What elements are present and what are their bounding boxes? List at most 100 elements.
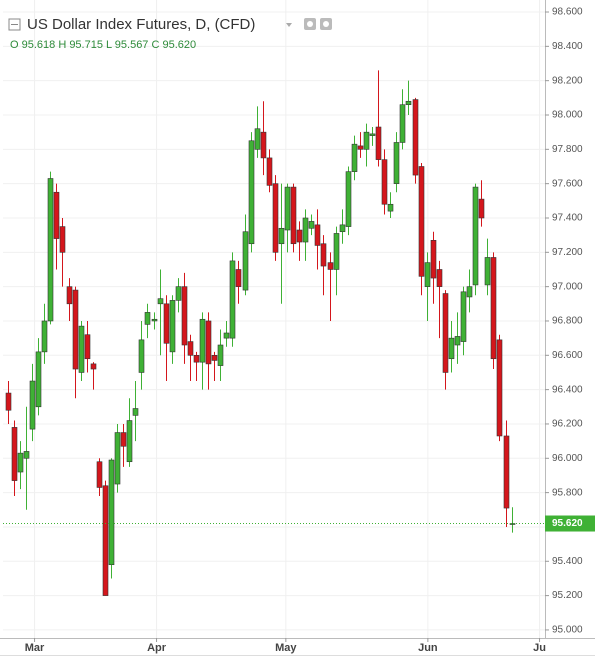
candle-body [266, 157, 273, 186]
ohlc-header: O 95.618 H 95.715 L 95.567 C 95.620 [10, 39, 196, 51]
candle-body [217, 344, 224, 366]
candle-body [29, 380, 36, 430]
candle-body [199, 318, 206, 363]
candle-body [308, 221, 315, 229]
candle-body [211, 355, 218, 361]
candle-body [405, 100, 412, 106]
candle-body [272, 183, 279, 253]
candle-body [314, 224, 321, 246]
candle-body [72, 289, 79, 370]
x-tick-label: Apr [147, 642, 167, 654]
last-price-box [545, 515, 595, 532]
y-tick-label: 96.200 [552, 419, 583, 430]
y-tick-label: 96.600 [552, 350, 583, 361]
candle-body [132, 408, 139, 416]
candle-body [90, 363, 97, 370]
candle-body [351, 143, 358, 172]
candle-body [205, 320, 212, 365]
candle-body [290, 186, 297, 245]
candle-body [144, 312, 151, 325]
candle-body [387, 203, 394, 212]
candle-body [169, 300, 176, 353]
candle-body [35, 351, 42, 408]
candle-body [478, 198, 485, 219]
chart-title: US Dollar Index Futures, D, (CFD) [27, 16, 255, 33]
candle-body [345, 171, 352, 227]
y-tick-label: 98.000 [552, 110, 583, 121]
candle-body [78, 325, 85, 373]
candle-body [193, 355, 200, 363]
y-tick-label: 98.600 [552, 7, 583, 18]
candle-body [375, 126, 382, 160]
candle-body [296, 229, 303, 243]
candle-body [454, 336, 461, 346]
candle-body [430, 240, 437, 279]
candle-body [399, 104, 406, 143]
candle-body [120, 432, 127, 447]
y-tick-label: 97.600 [552, 178, 583, 189]
candle-body [242, 231, 249, 291]
y-tick-label: 98.200 [552, 75, 583, 86]
y-tick-label: 96.800 [552, 316, 583, 327]
candle-body [5, 392, 12, 411]
x-tick-label: May [275, 642, 297, 654]
y-tick-label: 96.400 [552, 384, 583, 395]
candle-body [503, 435, 510, 509]
candle-body [229, 260, 236, 339]
x-tick-label: Ju [533, 642, 546, 654]
candle-body [327, 262, 334, 270]
candle-body [436, 269, 443, 287]
dropdown-arrow[interactable] [286, 23, 292, 27]
y-tick-label: 95.200 [552, 590, 583, 601]
candle-body [235, 269, 242, 287]
y-tick-label: 97.200 [552, 247, 583, 258]
x-tick-label: Mar [25, 642, 45, 654]
candle-body [320, 243, 327, 267]
candle-body [163, 303, 170, 344]
candle-body [181, 286, 188, 346]
candle-body [23, 451, 30, 459]
candle-body [187, 341, 194, 356]
candle-body [223, 332, 230, 339]
candle-body [393, 142, 400, 184]
candle-body [466, 286, 473, 298]
candle-body [17, 452, 24, 473]
candle-body [59, 226, 66, 253]
candle-body [260, 131, 267, 159]
candle-body [114, 432, 121, 485]
candles [5, 70, 516, 596]
candle-body [248, 140, 255, 245]
candle-body [412, 99, 419, 176]
y-tick-label: 95.400 [552, 556, 583, 567]
candle-body [108, 459, 115, 566]
candle-body [424, 262, 431, 287]
candle-body [369, 133, 376, 136]
candle-body [138, 339, 145, 373]
y-tick-label: 97.400 [552, 213, 583, 224]
candle-body [363, 131, 370, 150]
candle-body [333, 233, 340, 270]
candle-body [448, 337, 455, 360]
candle-body [357, 145, 364, 150]
y-tick-label: 96.000 [552, 453, 583, 464]
candle-body [254, 128, 261, 150]
y-tick-label: 98.400 [552, 41, 583, 52]
candle-body [175, 286, 182, 301]
candle-body [284, 186, 291, 231]
candle-body [41, 320, 48, 353]
candle-body [490, 257, 497, 360]
candle-body [442, 293, 449, 373]
y-tick-label: 97.000 [552, 281, 583, 292]
candle-body [53, 191, 60, 239]
candle-body [47, 178, 54, 322]
candle-body [418, 166, 425, 277]
candle-body [102, 485, 109, 596]
candle-body [460, 291, 467, 342]
candle-body [84, 334, 91, 360]
candle-body [151, 318, 158, 322]
candle-body [302, 217, 309, 243]
candle-body [66, 286, 73, 305]
candle-body [157, 298, 164, 305]
format-icon-dot [323, 21, 329, 27]
